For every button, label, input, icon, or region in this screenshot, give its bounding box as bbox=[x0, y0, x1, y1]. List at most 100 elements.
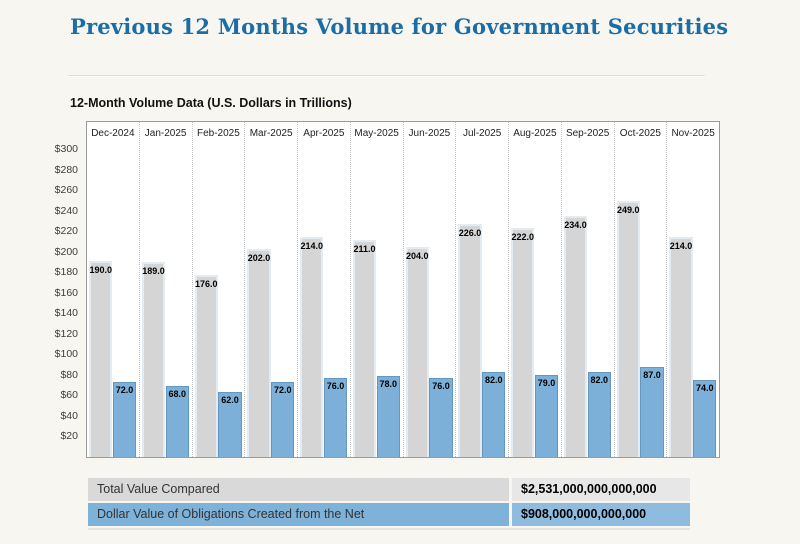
month-label: Dec-2024 bbox=[91, 128, 135, 139]
month-column: Mar-2025 202.0 72.0 bbox=[245, 122, 298, 457]
y-axis-tick-label: $40 bbox=[60, 409, 78, 422]
month-column: Aug-2025 222.0 79.0 bbox=[509, 122, 562, 457]
bar-value-label: 74.0 bbox=[696, 383, 714, 393]
obligations-bar: 78.0 bbox=[376, 376, 400, 457]
bar-value-label: 68.0 bbox=[168, 389, 187, 399]
bar-value-label: 234.0 bbox=[564, 220, 587, 230]
table-row-label: Dollar Value of Obligations Created from… bbox=[88, 503, 509, 526]
y-axis-tick-label: $80 bbox=[60, 368, 78, 381]
y-axis-tick-label: $280 bbox=[54, 163, 78, 176]
obligations-bar: 74.0 bbox=[693, 380, 717, 457]
y-axis-tick-label: $120 bbox=[54, 327, 78, 340]
month-column: Dec-2024 190.0 72.0 bbox=[87, 122, 140, 457]
bar-value-label: 249.0 bbox=[616, 205, 640, 215]
y-axis-tick-label: $140 bbox=[54, 307, 78, 320]
y-axis-tick-label: $300 bbox=[54, 142, 78, 155]
month-column: Oct-2025 249.0 87.0 bbox=[615, 122, 668, 457]
month-column: May-2025 211.0 78.0 bbox=[351, 122, 404, 457]
bar-value-label: 76.0 bbox=[432, 381, 450, 391]
month-label: Apr-2025 bbox=[303, 128, 345, 139]
total-volume-bar: 204.0 bbox=[405, 247, 429, 457]
obligations-bar: 76.0 bbox=[323, 378, 348, 457]
bar-value-label: 176.0 bbox=[194, 279, 218, 289]
obligations-bar: 79.0 bbox=[534, 375, 559, 457]
month-column: Sep-2025 234.0 82.0 bbox=[562, 122, 615, 457]
total-volume-bar: 190.0 bbox=[89, 261, 113, 457]
obligations-bar: 82.0 bbox=[482, 372, 506, 457]
total-volume-bar: 234.0 bbox=[563, 216, 588, 457]
month-label: Jun-2025 bbox=[408, 128, 451, 139]
month-label: Mar-2025 bbox=[249, 128, 293, 139]
total-volume-bar: 214.0 bbox=[669, 237, 693, 457]
total-volume-bar: 211.0 bbox=[352, 240, 377, 457]
obligations-bar: 82.0 bbox=[587, 372, 611, 457]
total-volume-bar: 222.0 bbox=[511, 228, 535, 457]
y-axis-tick-label: $220 bbox=[54, 225, 78, 238]
month-label: Jan-2025 bbox=[144, 128, 187, 139]
month-label: Feb-2025 bbox=[196, 128, 240, 139]
bar-value-label: 82.0 bbox=[590, 375, 609, 385]
header-divider bbox=[68, 75, 705, 77]
table-row-label: Total Value Compared bbox=[88, 478, 509, 501]
bar-value-label: 204.0 bbox=[405, 251, 429, 261]
bar-value-label: 189.0 bbox=[142, 266, 165, 276]
month-label: Nov-2025 bbox=[671, 128, 715, 139]
obligations-bar: 87.0 bbox=[640, 367, 664, 457]
bar-value-label: 211.0 bbox=[353, 244, 376, 254]
bar-value-label: 214.0 bbox=[300, 241, 323, 251]
month-column: Jun-2025 204.0 76.0 bbox=[404, 122, 457, 457]
month-column: Feb-2025 176.0 62.0 bbox=[193, 122, 246, 457]
obligations-bar: 68.0 bbox=[165, 386, 189, 457]
bar-value-label: 190.0 bbox=[89, 265, 112, 275]
month-label: Oct-2025 bbox=[619, 128, 661, 139]
total-volume-bar: 214.0 bbox=[300, 237, 324, 457]
month-label: Aug-2025 bbox=[513, 128, 557, 139]
table-row: Total Value Compared $2,531,000,000,000,0… bbox=[88, 478, 690, 501]
month-label: Jul-2025 bbox=[462, 128, 502, 139]
y-axis-tick-label: $260 bbox=[54, 184, 78, 197]
month-column: Jul-2025 226.0 82.0 bbox=[456, 122, 509, 457]
total-volume-bar: 189.0 bbox=[141, 262, 166, 457]
bar-value-label: 202.0 bbox=[247, 253, 271, 263]
table-row-value: $908,000,000,000,000 bbox=[512, 503, 690, 526]
y-axis-tick-label: $20 bbox=[60, 430, 78, 443]
month-column: Apr-2025 214.0 76.0 bbox=[298, 122, 351, 457]
bar-value-label: 87.0 bbox=[643, 370, 661, 380]
y-axis-tick-label: $240 bbox=[54, 204, 78, 217]
month-column: Jan-2025 189.0 68.0 bbox=[140, 122, 193, 457]
month-column: Nov-2025 214.0 74.0 bbox=[667, 122, 719, 457]
bar-value-label: 226.0 bbox=[458, 228, 482, 238]
total-volume-bar: 226.0 bbox=[458, 224, 482, 457]
bar-value-label: 79.0 bbox=[537, 378, 556, 388]
bar-value-label: 62.0 bbox=[221, 395, 239, 405]
bar-value-label: 78.0 bbox=[379, 379, 398, 389]
page-title: Previous 12 Months Volume for Government… bbox=[70, 14, 729, 39]
bar-value-label: 214.0 bbox=[669, 241, 693, 251]
y-axis-tick-label: $160 bbox=[54, 286, 78, 299]
month-label: May-2025 bbox=[354, 128, 399, 139]
obligations-bar: 72.0 bbox=[112, 382, 137, 457]
bar-value-label: 222.0 bbox=[511, 232, 534, 242]
table-row: Dollar Value of Obligations Created from… bbox=[88, 503, 690, 526]
y-axis-tick-label: $200 bbox=[54, 245, 78, 258]
y-axis: $300 $280 $260 $240 $220 $200 $180 $160 $140 $120… bbox=[36, 121, 82, 458]
bar-chart-plot: Dec-2024 190.0 72.0 Jan-2025 189.0 68.0 Feb-20… bbox=[86, 121, 720, 458]
bar-value-label: 72.0 bbox=[274, 385, 292, 395]
bar-value-label: 82.0 bbox=[485, 375, 503, 385]
chart-subtitle: 12-Month Volume Data (U.S. Dollars in Tr… bbox=[70, 96, 352, 110]
bar-value-label: 76.0 bbox=[326, 381, 345, 391]
y-axis-tick-label: $100 bbox=[54, 348, 78, 361]
total-volume-bar: 202.0 bbox=[247, 249, 271, 457]
month-label: Sep-2025 bbox=[565, 128, 610, 139]
obligations-bar: 76.0 bbox=[429, 378, 453, 457]
bar-value-label: 72.0 bbox=[115, 385, 134, 395]
total-volume-bar: 176.0 bbox=[194, 275, 218, 457]
obligations-bar: 62.0 bbox=[218, 392, 242, 457]
summary-table: Total Value Compared $2,531,000,000,000,0… bbox=[88, 478, 690, 528]
obligations-bar: 72.0 bbox=[271, 382, 295, 457]
table-row-value: $2,531,000,000,000,000 bbox=[512, 478, 690, 501]
total-volume-bar: 249.0 bbox=[616, 201, 640, 457]
y-axis-tick-label: $180 bbox=[54, 266, 78, 279]
y-axis-tick-label: $60 bbox=[60, 389, 78, 402]
